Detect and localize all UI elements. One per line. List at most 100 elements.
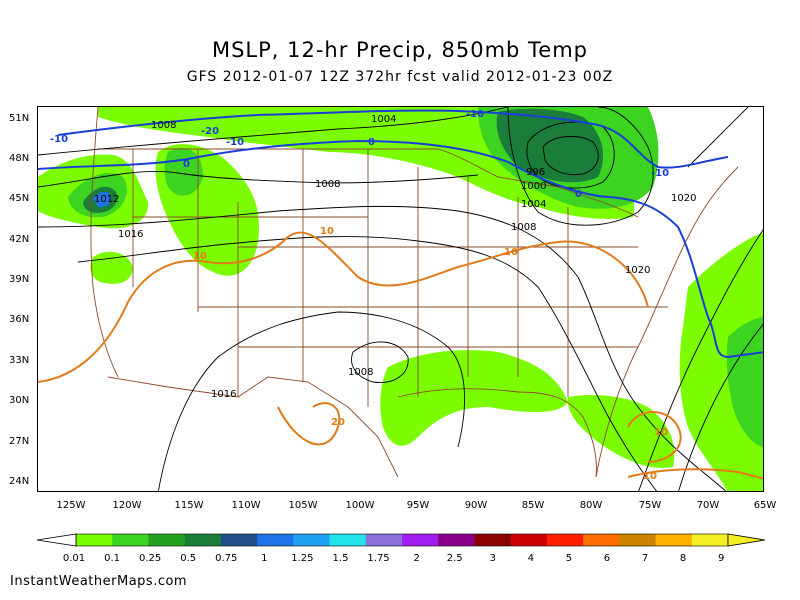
colorbar-segment [619, 534, 657, 546]
isobars [38, 107, 763, 491]
colorbar-segment [329, 534, 367, 546]
pressure-label-1020-ne: 1020 [671, 193, 696, 204]
lat-label-48n: 48N [9, 153, 30, 164]
page-title: MSLP, 12-hr Precip, 850mb Temp [211, 38, 589, 62]
temp-contour-10 [38, 231, 649, 383]
temp-label-minus10-west: -10 [226, 137, 244, 148]
pressure-labels: 1008 1004 1008 1012 1016 996 1000 1004 1… [94, 114, 696, 400]
colorbar-label: 0.1 [104, 553, 121, 564]
temp-label-20: 20 [331, 417, 345, 428]
colorbar-segment [76, 534, 113, 546]
colorbar-label: 1.75 [367, 553, 390, 564]
isobar-4 [77, 236, 658, 491]
pressure-label-1004-north: 1004 [371, 114, 396, 125]
temp-contour-10-florida [627, 411, 682, 463]
temp-label-10-east: 10 [504, 247, 518, 258]
temp-label-10-south: 10 [643, 471, 657, 482]
lon-label-85w: 85W [521, 500, 545, 511]
lat-label-27n: 27N [9, 436, 30, 447]
lon-label-65w: 65W [753, 500, 777, 511]
isobar-12 [687, 107, 749, 168]
temp-labels: -10 -20 -10 0 -10 0 0 -10 10 10 10 20 10… [50, 109, 669, 482]
colorbar-segment [257, 534, 294, 546]
lat-label-39n: 39N [9, 274, 30, 285]
pressure-label-1000-low: 1000 [521, 181, 546, 192]
lon-label-80w: 80W [579, 500, 603, 511]
lon-label-75w: 75W [638, 500, 662, 511]
page-subtitle: GFS 2012-01-07 12Z 372hr fcst valid 2012… [186, 69, 614, 85]
lat-label-33n: 33N [9, 355, 30, 366]
lon-label-120w: 120W [112, 500, 142, 511]
colorbar-label: 2.5 [446, 553, 463, 564]
temp-label-0-north: 0 [368, 137, 375, 148]
colorbar-segment [583, 534, 620, 546]
isobar-8 [542, 136, 599, 176]
lon-label-95w: 95W [406, 500, 430, 511]
canada-us-border [98, 148, 639, 218]
colorbar-label: 9 [718, 553, 725, 564]
coastline-east [595, 166, 739, 478]
colorbar-label: 0.01 [62, 553, 86, 564]
temp-contour-minus10-north [57, 109, 729, 169]
colorbar-label: 1.25 [291, 553, 314, 564]
isobar-1 [38, 107, 509, 156]
pressure-label-1008-plains: 1008 [315, 179, 340, 190]
temp-label-10-rockies: 10 [320, 226, 334, 237]
pressure-label-1016-sw: 1016 [211, 389, 236, 400]
colorbar-label: 0.5 [180, 553, 197, 564]
precip-area-gulf-coast [380, 350, 568, 446]
pressure-label-996-low: 996 [526, 167, 545, 178]
precip-area-atlantic-core [726, 317, 763, 447]
political-borders [90, 107, 739, 478]
colorbar-segment [474, 534, 512, 546]
lon-label-110w: 110W [231, 500, 261, 511]
lon-label-100w: 100W [345, 500, 375, 511]
temp-label-10-florida: 10 [654, 427, 668, 438]
lon-label-125w: 125W [56, 500, 86, 511]
colorbar-segment [546, 534, 584, 546]
precip-area-pacific-nw-max [93, 191, 112, 208]
colorbar-label: 8 [679, 553, 687, 564]
lat-label-51n: 51N [9, 113, 30, 124]
pressure-label-1020-east: 1020 [625, 265, 650, 276]
pressure-label-1008-east: 1008 [511, 222, 536, 233]
temp-label-minus20: -20 [201, 126, 219, 137]
colorbar-segment [148, 534, 186, 546]
colorbar-segments [75, 533, 729, 547]
lon-label-70w: 70W [696, 500, 720, 511]
colorbar-segment [220, 534, 258, 546]
colorbar-label: 7 [641, 553, 649, 564]
colorbar-label: 3 [489, 553, 496, 564]
isobar-2 [38, 170, 479, 188]
temp-label-10-sw: 10 [193, 251, 207, 262]
temp-label-0-west: 0 [183, 159, 190, 170]
colorbar-segment [655, 534, 693, 546]
colorbar-segment [438, 534, 475, 546]
colorbar-label: 4 [527, 553, 535, 564]
temp-contour-0 [38, 139, 763, 359]
colorbar-segment [184, 534, 222, 546]
temp-label-minus10-north: -10 [466, 109, 484, 120]
temp-label-minus10-nw: -10 [50, 134, 68, 145]
lat-label-45n: 45N [9, 193, 30, 204]
pressure-label-1012-nw: 1012 [94, 194, 119, 205]
coastline-gulf [397, 388, 597, 478]
isobar-11 [351, 341, 409, 383]
colorbar-segment [510, 534, 548, 546]
lon-label-105w: 105W [288, 500, 318, 511]
colorbar-segment [365, 534, 403, 546]
colorbar-label: 2 [413, 553, 420, 564]
isobar-3 [38, 205, 727, 491]
precip-area-great-lakes-heavy [496, 108, 603, 183]
colorbar-right-arrow [727, 533, 766, 547]
temp-label-minus10-east: -10 [651, 168, 669, 179]
pressure-label-1008-nw: 1008 [151, 120, 176, 131]
lat-label-24n: 24N [9, 476, 30, 487]
colorbar-label: 0.25 [138, 553, 162, 564]
colorbar-label: 1 [261, 553, 268, 564]
precip-shading [38, 107, 763, 491]
temp-label-0-east: 0 [575, 189, 582, 200]
pressure-label-1016-nw: 1016 [118, 229, 143, 240]
precip-colorbar [36, 533, 766, 547]
colorbar-left-arrow [36, 533, 77, 547]
